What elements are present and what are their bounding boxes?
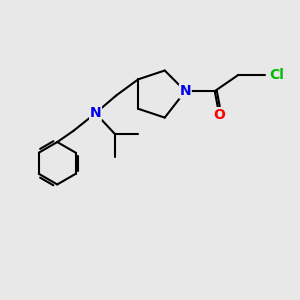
Text: O: O [213,108,225,122]
Text: Cl: Cl [269,68,284,82]
Text: N: N [179,84,191,98]
Text: N: N [90,106,101,120]
